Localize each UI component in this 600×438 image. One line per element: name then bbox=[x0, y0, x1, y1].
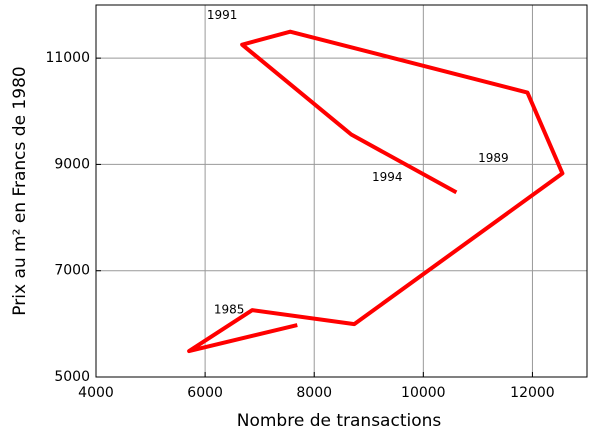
y-tick-label: 11000 bbox=[45, 50, 90, 66]
data-line bbox=[187, 29, 565, 354]
annotation: 1994 bbox=[372, 170, 403, 184]
x-axis-label: Nombre de transactions bbox=[237, 411, 442, 431]
x-tick-label: 8000 bbox=[296, 385, 332, 401]
annotation: 1985 bbox=[214, 303, 245, 317]
y-axis-label: Prix au m² en Francs de 1980 bbox=[10, 66, 30, 315]
y-tick-label: 9000 bbox=[54, 156, 90, 172]
annotation: 1989 bbox=[478, 151, 509, 165]
annotation: 1991 bbox=[207, 8, 238, 22]
y-tick-label: 5000 bbox=[54, 369, 90, 385]
x-tick-label: 4000 bbox=[78, 385, 114, 401]
x-tick-label: 12000 bbox=[510, 385, 555, 401]
y-tick-label: 7000 bbox=[54, 263, 90, 279]
plot-frame bbox=[95, 4, 588, 378]
x-tick-label: 6000 bbox=[187, 385, 223, 401]
x-tick-label: 10000 bbox=[401, 385, 446, 401]
